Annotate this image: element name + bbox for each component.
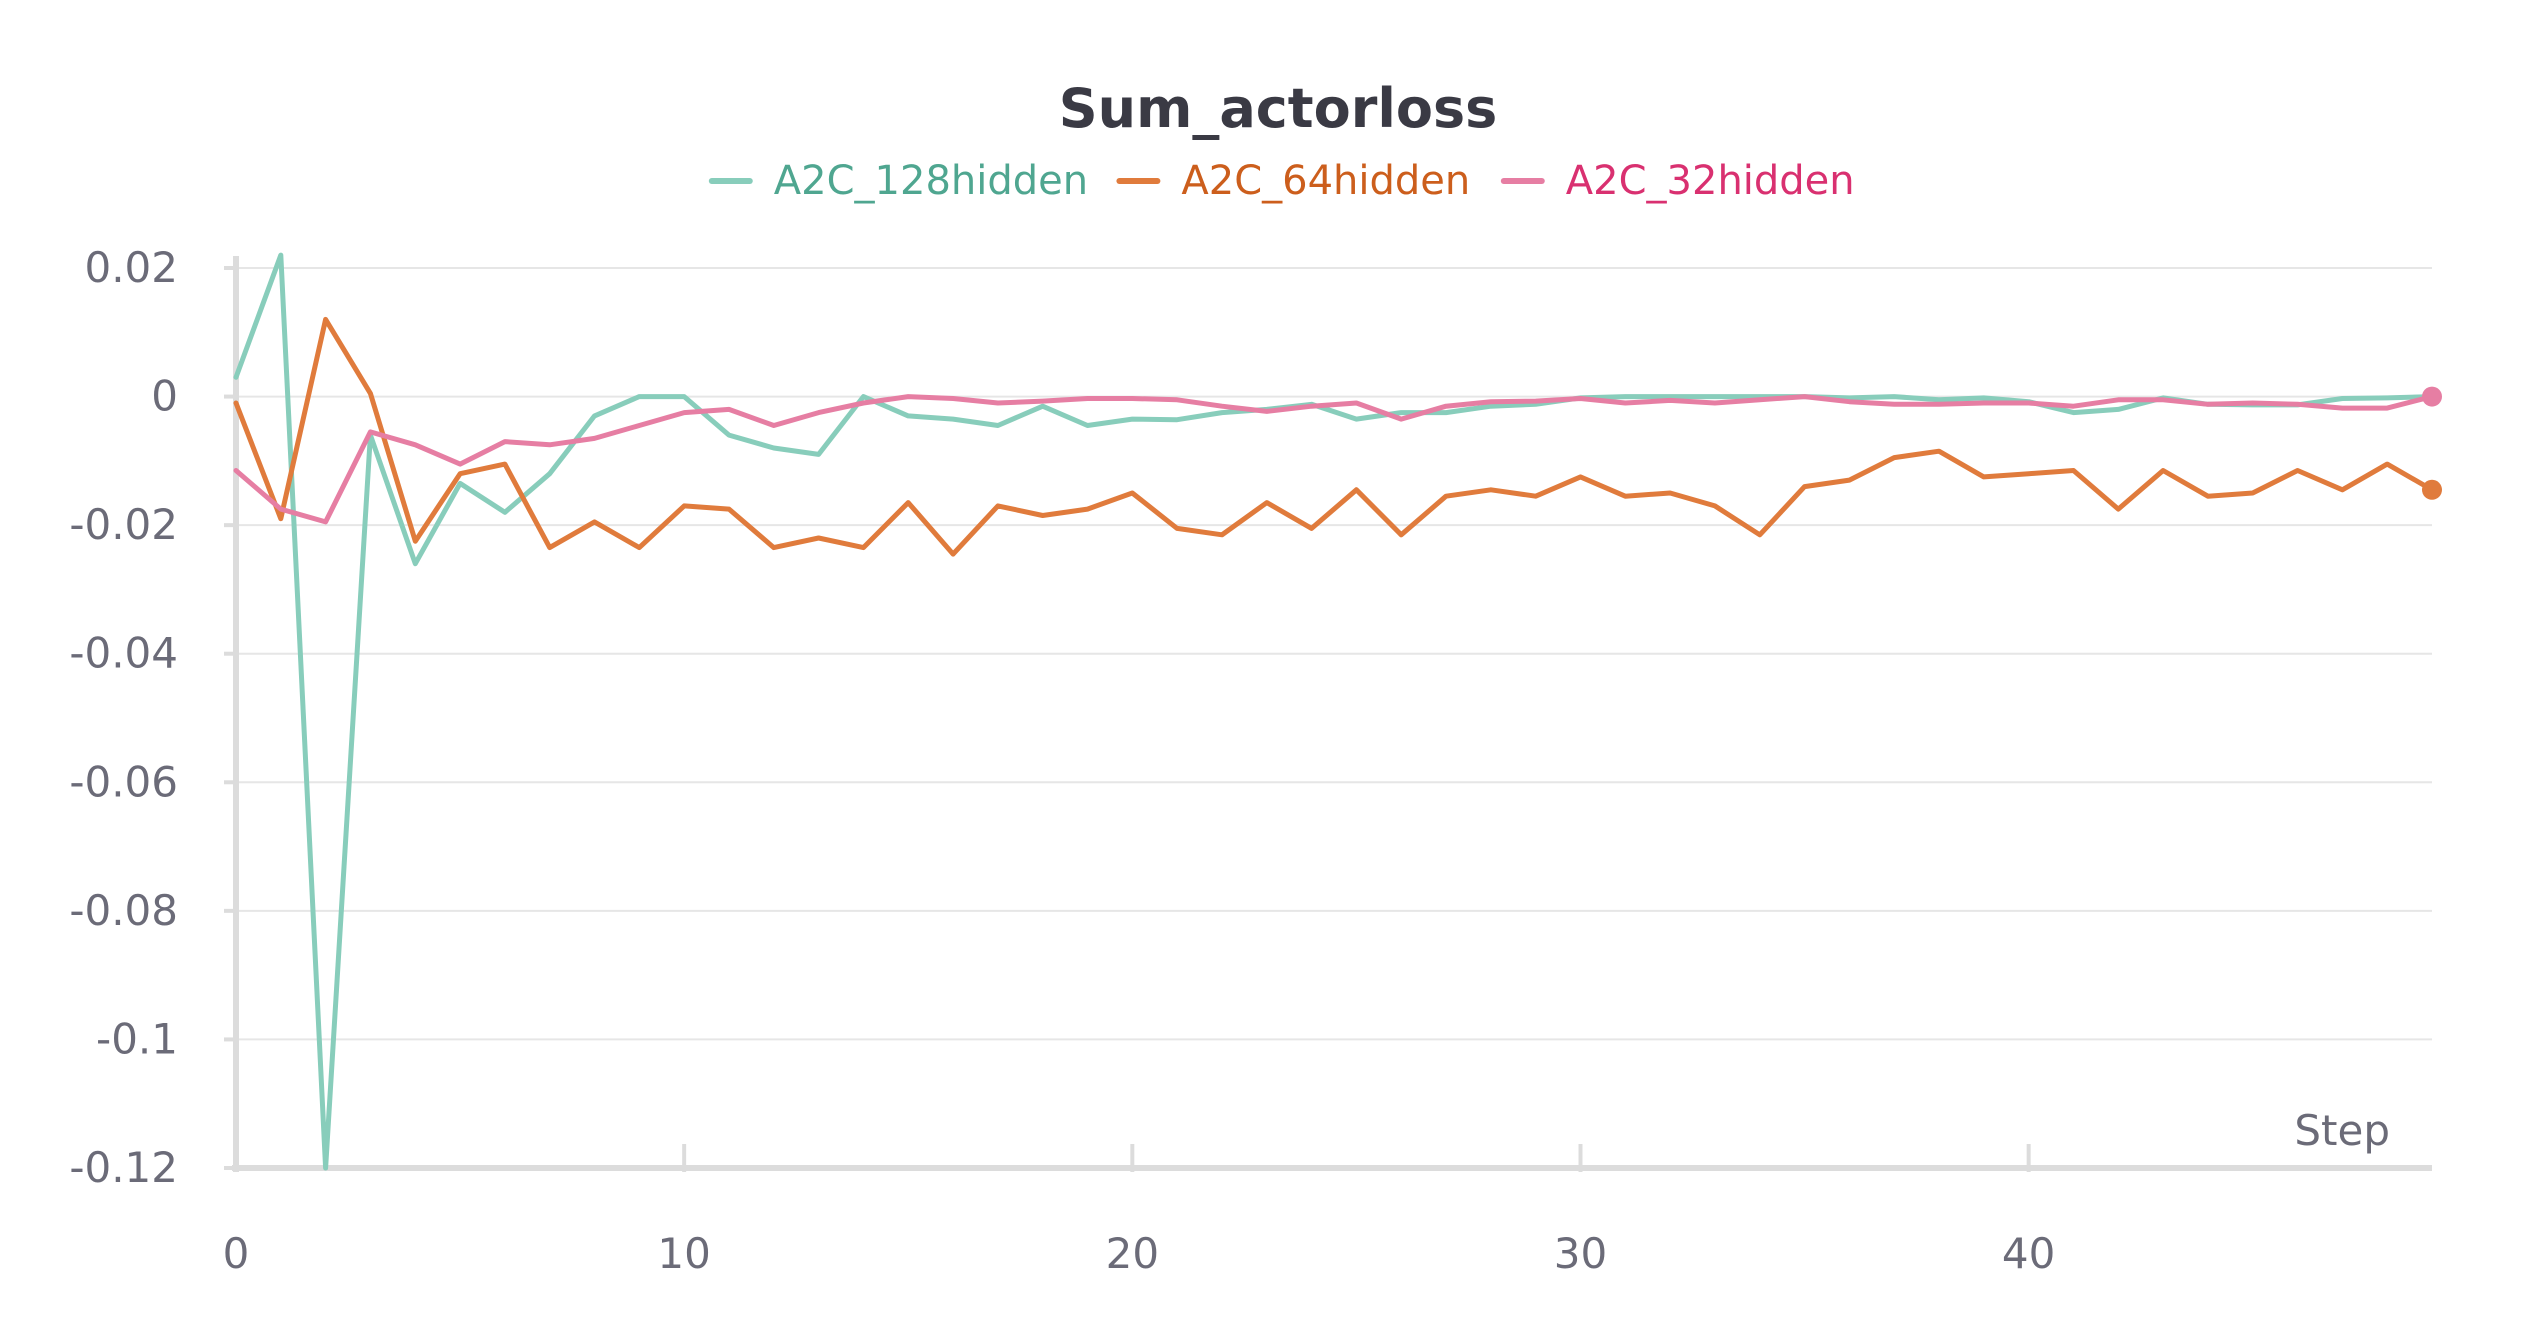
series-group — [233, 252, 2442, 1171]
series-end-marker-A2C_32hidden — [2422, 386, 2442, 407]
chart-title: Sum_actorloss — [1059, 77, 1498, 140]
y-tick-label: -0.12 — [69, 1143, 178, 1192]
legend-label: A2C_32hidden — [1566, 158, 1855, 204]
y-tick-label: 0.02 — [84, 243, 178, 292]
y-tick-label: -0.04 — [69, 629, 178, 678]
axes: 0.02 0 -0.02 -0.04 -0.06 -0.08 -0.1 -0.12 0 10 20 3… — [69, 243, 2432, 1278]
x-tick-label: 30 — [1554, 1229, 1607, 1278]
x-tick-label: 10 — [657, 1229, 710, 1278]
y-tick-label: -0.1 — [96, 1014, 178, 1063]
x-tick-label: 0 — [223, 1229, 250, 1278]
series-end-marker-A2C_64hidden — [2422, 479, 2442, 500]
x-tick-label: 20 — [1106, 1229, 1159, 1278]
legend-label: A2C_64hidden — [1181, 158, 1470, 204]
y-tick-label: 0 — [151, 372, 178, 421]
y-tick-label: -0.08 — [69, 886, 178, 935]
x-tick-label: 40 — [2002, 1229, 2055, 1278]
series-line-A2C_32hidden — [233, 394, 2435, 525]
legend: A2C_128hidden A2C_64hidden A2C_32hidden — [708, 158, 1855, 204]
y-tick-label: -0.06 — [69, 757, 178, 806]
series-line-A2C_128hidden — [233, 252, 2435, 1171]
y-tick-label: -0.02 — [69, 500, 178, 549]
legend-label: A2C_128hidden — [774, 158, 1088, 204]
x-axis-label: Step — [2294, 1106, 2390, 1155]
series-line-A2C_64hidden — [233, 316, 2435, 557]
